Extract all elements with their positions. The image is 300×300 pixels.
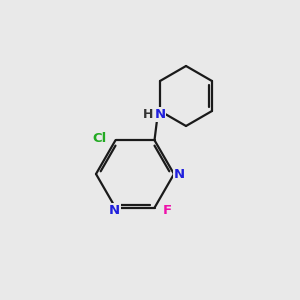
Text: H: H <box>143 108 153 121</box>
Text: N: N <box>154 108 166 121</box>
Text: N: N <box>174 167 185 181</box>
Text: Cl: Cl <box>93 132 107 145</box>
Text: N: N <box>108 204 120 217</box>
Text: F: F <box>163 204 172 217</box>
